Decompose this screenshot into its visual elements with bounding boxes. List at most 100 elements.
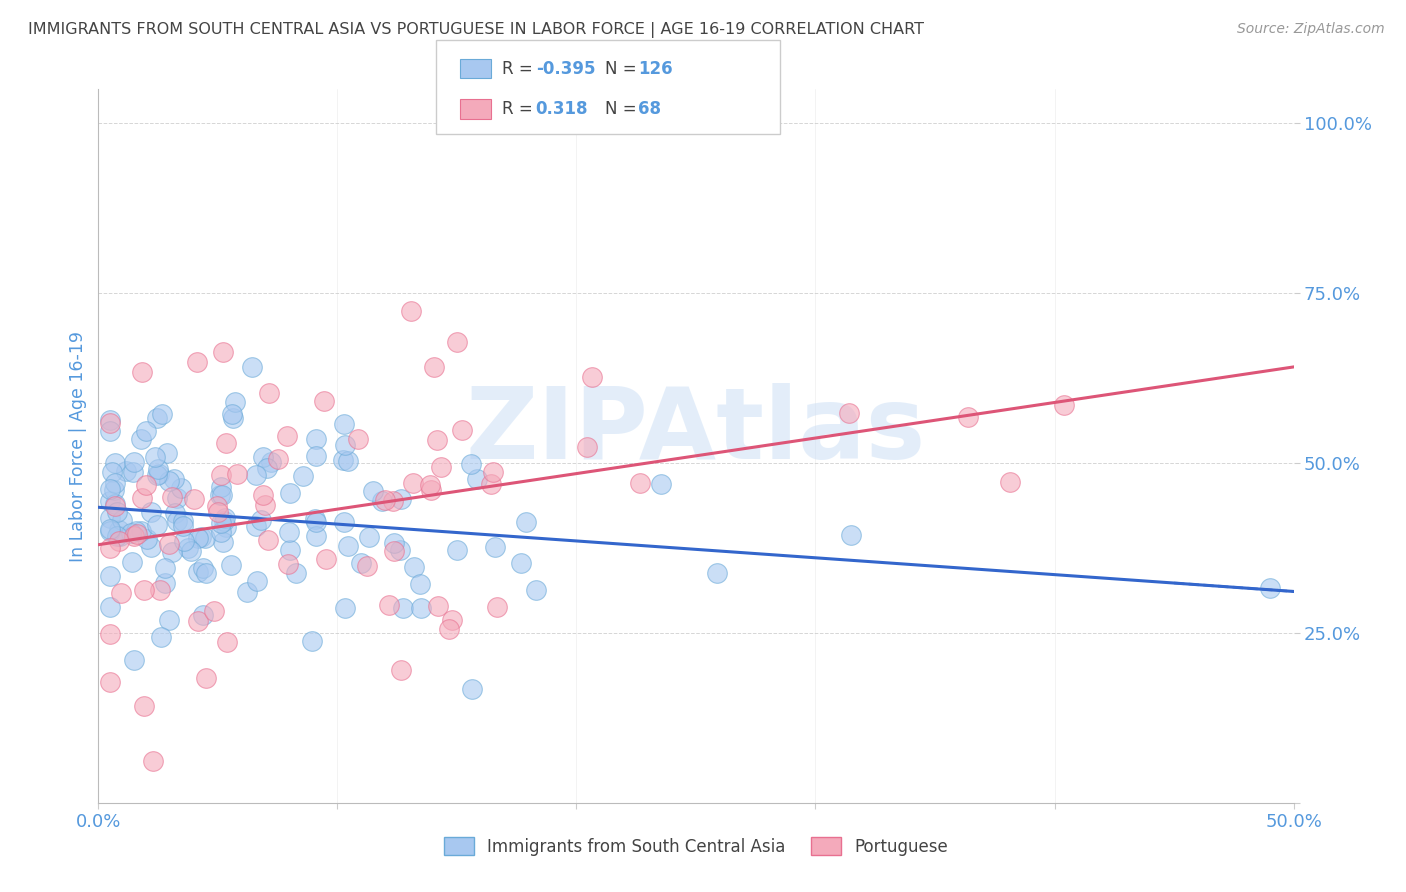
Point — [333, 438, 356, 452]
Point — [336, 454, 359, 468]
Point — [103, 483, 125, 498]
Point — [246, 574, 269, 589]
Point — [173, 534, 195, 549]
Point — [461, 682, 484, 697]
Point — [236, 585, 259, 599]
Point — [104, 456, 127, 470]
Point — [401, 303, 423, 318]
Point — [575, 440, 598, 454]
Point — [361, 483, 384, 498]
Point — [479, 477, 502, 491]
Point — [190, 530, 212, 544]
Point — [332, 453, 354, 467]
Point — [215, 435, 238, 450]
Text: 126: 126 — [638, 60, 673, 78]
Point — [284, 566, 307, 580]
Point — [215, 519, 238, 533]
Point — [98, 416, 122, 430]
Point — [136, 533, 159, 547]
Point — [153, 575, 176, 590]
Point — [252, 450, 274, 464]
Point — [211, 488, 233, 502]
Text: 68: 68 — [638, 100, 661, 118]
Point — [120, 526, 142, 541]
Point — [194, 671, 217, 685]
Point — [315, 552, 337, 566]
Point — [111, 513, 134, 527]
Point — [278, 542, 301, 557]
Point — [157, 537, 180, 551]
Point — [156, 446, 179, 460]
Point — [135, 424, 157, 438]
Point — [165, 506, 187, 520]
Point — [209, 467, 232, 482]
Point — [250, 513, 273, 527]
Point — [240, 360, 263, 375]
Point — [350, 556, 373, 570]
Point — [998, 475, 1021, 490]
Point — [419, 478, 441, 492]
Point — [131, 366, 153, 380]
Point — [259, 385, 281, 400]
Point — [98, 511, 122, 525]
Point — [336, 539, 359, 553]
Point — [108, 523, 131, 537]
Point — [427, 599, 450, 613]
Point — [121, 555, 143, 569]
Point — [153, 560, 176, 574]
Y-axis label: In Labor Force | Age 16-19: In Labor Force | Age 16-19 — [69, 331, 87, 561]
Point — [187, 565, 209, 579]
Point — [515, 515, 537, 529]
Point — [115, 464, 138, 478]
Point — [650, 477, 672, 491]
Point — [371, 494, 394, 508]
Point — [131, 491, 153, 505]
Point — [209, 488, 232, 502]
Point — [301, 634, 323, 648]
Point — [160, 545, 183, 559]
Point — [581, 370, 603, 384]
Point — [104, 497, 127, 511]
Point — [202, 604, 225, 618]
Point — [139, 505, 162, 519]
Point — [426, 433, 449, 447]
Point — [257, 533, 280, 548]
Legend: Immigrants from South Central Asia, Portuguese: Immigrants from South Central Asia, Port… — [437, 830, 955, 863]
Point — [125, 526, 148, 541]
Point — [706, 566, 728, 581]
Point — [304, 432, 326, 446]
Point — [166, 491, 188, 505]
Point — [439, 623, 461, 637]
Point — [157, 613, 180, 627]
Point — [486, 600, 509, 615]
Point — [187, 614, 209, 628]
Point — [1053, 397, 1076, 411]
Point — [98, 541, 122, 555]
Point — [209, 524, 232, 539]
Point — [180, 543, 202, 558]
Text: IMMIGRANTS FROM SOUTH CENTRAL ASIA VS PORTUGUESE IN LABOR FORCE | AGE 16-19 CORR: IMMIGRANTS FROM SOUTH CENTRAL ASIA VS PO… — [28, 22, 924, 38]
Point — [332, 417, 354, 432]
Point — [107, 533, 129, 548]
Point — [98, 524, 122, 538]
Point — [446, 334, 468, 349]
Point — [305, 529, 328, 543]
Point — [186, 354, 208, 368]
Point — [209, 516, 232, 530]
Text: Source: ZipAtlas.com: Source: ZipAtlas.com — [1237, 22, 1385, 37]
Point — [177, 541, 200, 555]
Point — [402, 475, 425, 490]
Point — [125, 524, 148, 538]
Point — [222, 411, 245, 425]
Point — [148, 467, 170, 482]
Point — [170, 481, 193, 495]
Point — [382, 543, 405, 558]
Point — [98, 413, 122, 427]
Point — [956, 410, 979, 425]
Point — [333, 600, 356, 615]
Point — [129, 432, 152, 446]
Point — [252, 488, 274, 502]
Point — [374, 493, 396, 508]
Point — [104, 499, 127, 513]
Point — [429, 460, 451, 475]
